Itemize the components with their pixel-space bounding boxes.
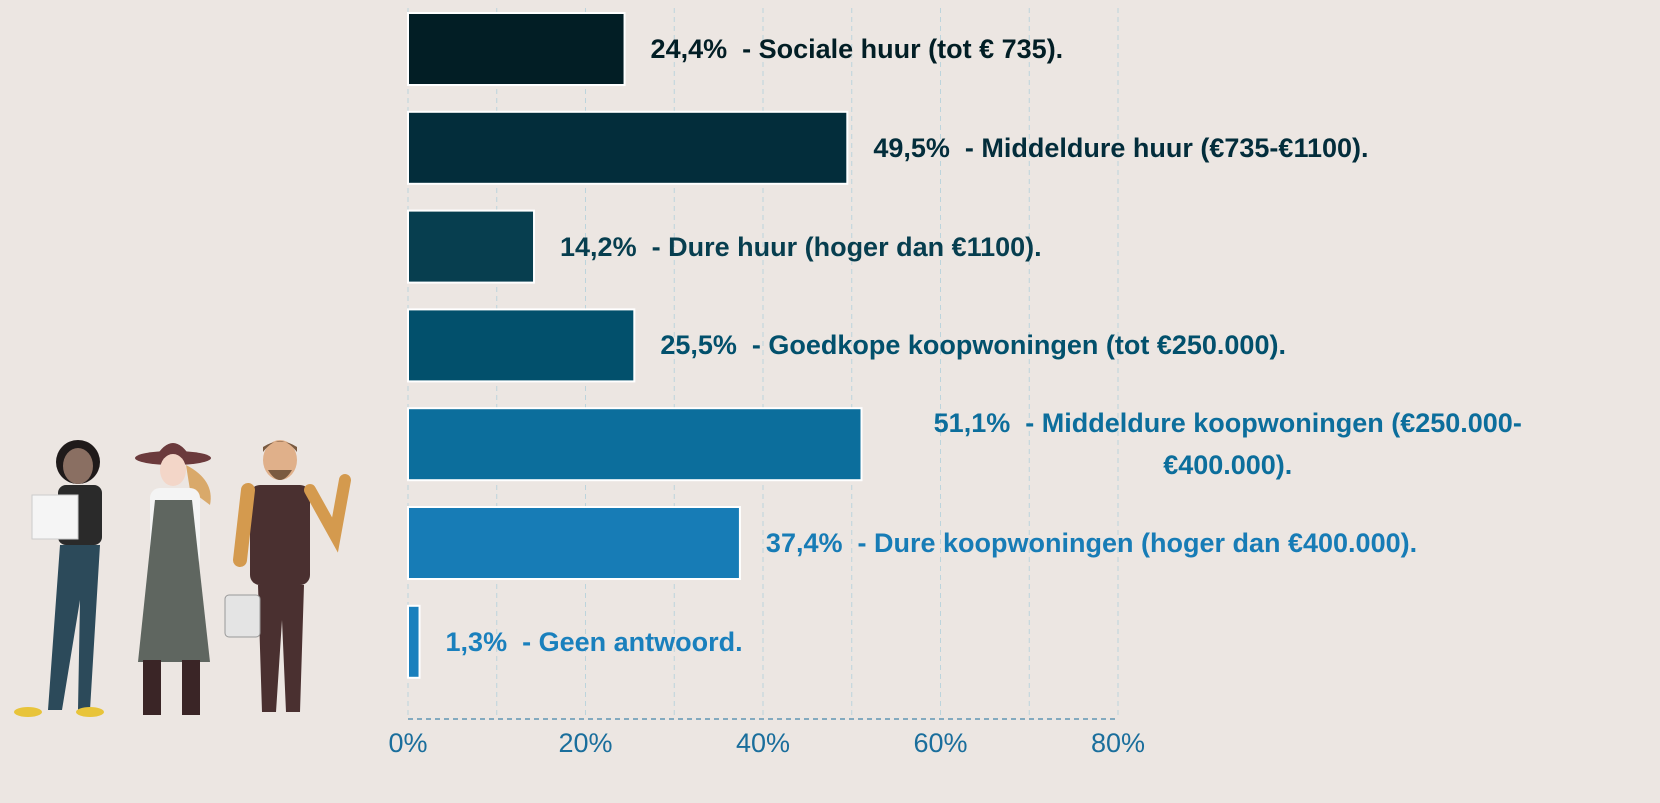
x-tick-label: 20% <box>558 728 612 759</box>
category-label: - Geen antwoord. <box>522 627 743 657</box>
bar <box>408 606 420 678</box>
category-label: - Sociale huur (tot € 735). <box>742 34 1063 64</box>
x-tick-label: 60% <box>913 728 967 759</box>
category-label: - Middeldure huur (€735-€1100). <box>965 133 1369 163</box>
bar-label: 51,1% - Middeldure koopwoningen (€250.00… <box>888 402 1568 486</box>
category-label: - Dure huur (hoger dan €1100). <box>652 232 1042 262</box>
bar-label: 24,4% - Sociale huur (tot € 735). <box>651 28 1064 70</box>
category-label: - Middeldure koopwoningen (€250.000-€400… <box>1025 408 1522 480</box>
value-label: 14,2% <box>560 232 637 262</box>
bar <box>408 211 534 283</box>
bar-label: 1,3% - Geen antwoord. <box>446 621 743 663</box>
bar <box>408 13 625 85</box>
value-label: 1,3% <box>446 627 508 657</box>
value-label: 37,4% <box>766 528 843 558</box>
x-tick-label: 80% <box>1091 728 1145 759</box>
x-tick-label: 0% <box>388 728 427 759</box>
bar-label: 49,5% - Middeldure huur (€735-€1100). <box>873 127 1368 169</box>
x-tick-label: 40% <box>736 728 790 759</box>
bar-label: 25,5% - Goedkope koopwoningen (tot €250.… <box>660 324 1286 366</box>
bar-label: 37,4% - Dure koopwoningen (hoger dan €40… <box>766 522 1417 564</box>
category-label: - Goedkope koopwoningen (tot €250.000). <box>752 330 1286 360</box>
category-label: - Dure koopwoningen (hoger dan €400.000)… <box>858 528 1418 558</box>
value-label: 24,4% <box>651 34 728 64</box>
bar <box>408 507 740 579</box>
bar <box>408 309 634 381</box>
value-label: 25,5% <box>660 330 737 360</box>
value-label: 49,5% <box>873 133 950 163</box>
value-label: 51,1% <box>934 408 1011 438</box>
bar-label: 14,2% - Dure huur (hoger dan €1100). <box>560 226 1042 268</box>
bar <box>408 408 862 480</box>
bar <box>408 112 847 184</box>
illustration <box>14 440 345 717</box>
page: (() => { const data = JSON.parse(documen… <box>0 0 1660 803</box>
